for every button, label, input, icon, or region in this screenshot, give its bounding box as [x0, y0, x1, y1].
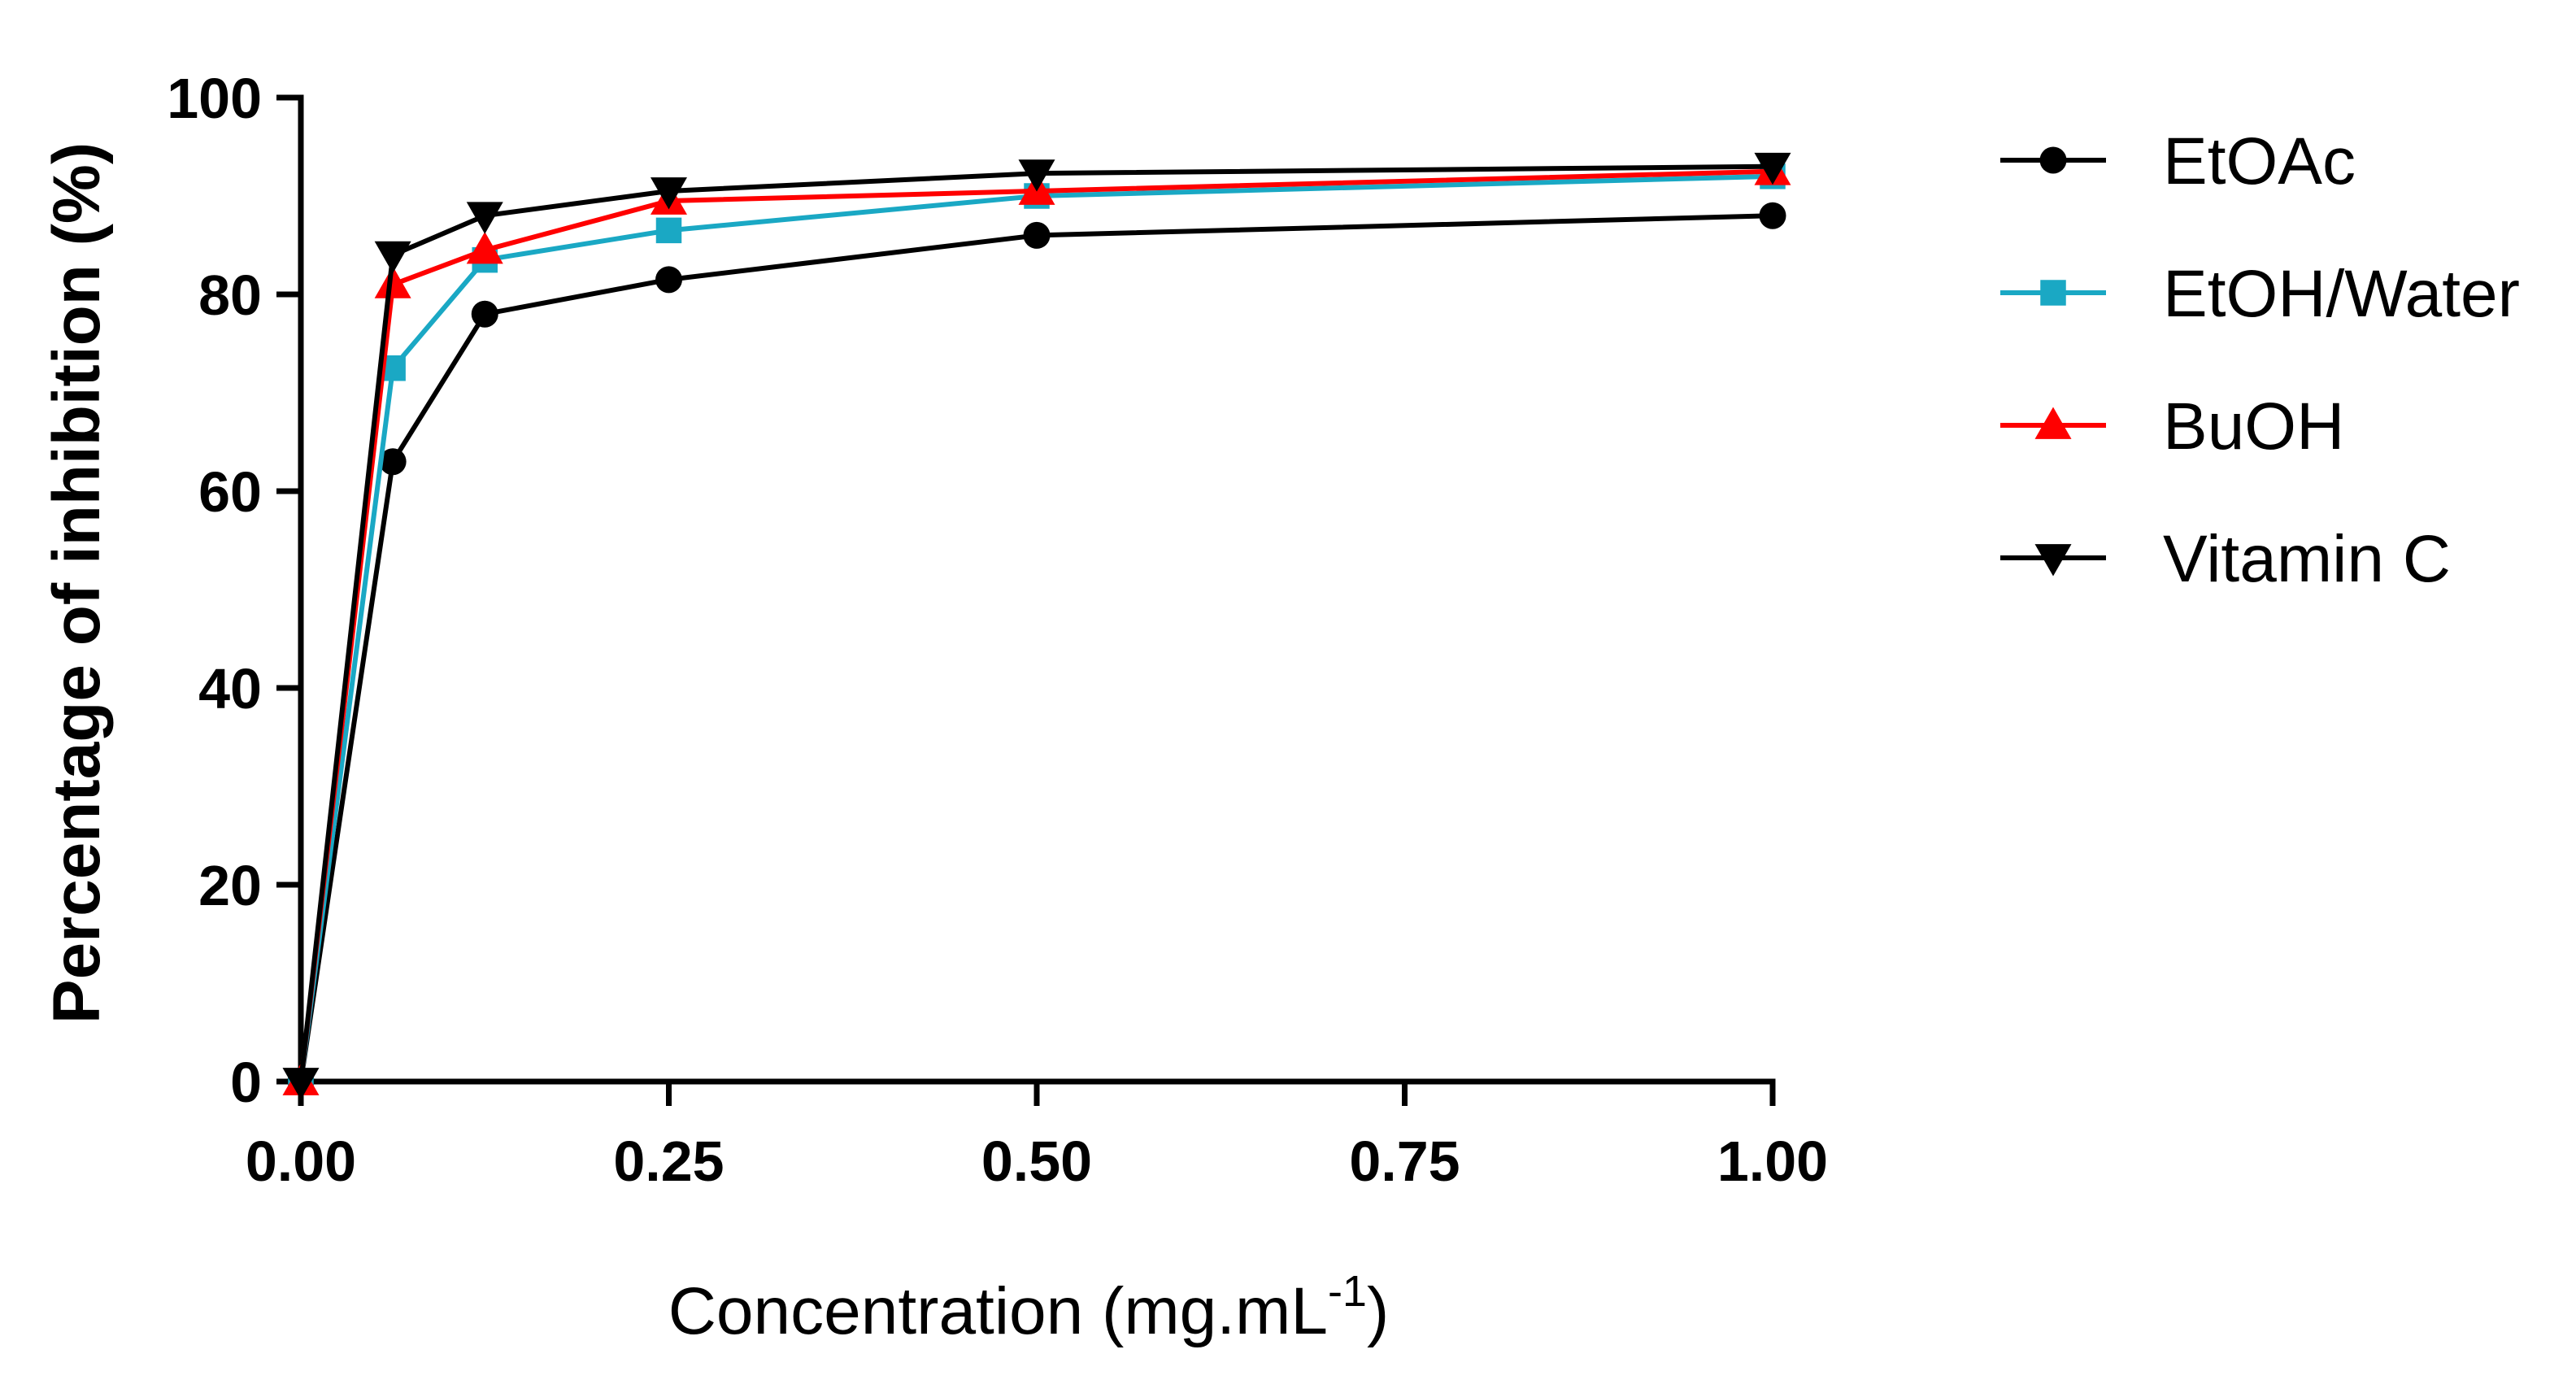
series-vitamin-c: [282, 152, 1791, 1100]
data-point: [374, 241, 411, 274]
data-point: [1023, 221, 1051, 249]
x-tick-label: 0.50: [981, 1130, 1092, 1193]
x-tick-label: 0.00: [246, 1130, 356, 1193]
series-line: [298, 213, 1773, 1082]
x-tick-label: 1.00: [1717, 1130, 1828, 1193]
legend-label: EtOAc: [2163, 124, 2356, 198]
legend-item: BuOH: [2000, 390, 2344, 464]
legend-marker: [2040, 280, 2066, 306]
legend: EtOAc EtOH/Water BuOH Vitamin C: [2000, 124, 2520, 596]
y-axis-title: Percentage of inhibition (%): [40, 142, 114, 1024]
series-layer: [282, 152, 1791, 1100]
data-point: [466, 232, 503, 264]
y-tick-label: 80: [198, 263, 262, 327]
series-line: [298, 163, 1773, 1082]
y-tick-label: 60: [198, 460, 262, 524]
y-tick-label: 40: [198, 657, 262, 720]
y-tick-label: 0: [230, 1051, 262, 1114]
data-point: [374, 266, 411, 298]
data-point: [282, 1068, 320, 1100]
series-line: [298, 173, 1773, 1082]
legend-label: BuOH: [2163, 390, 2344, 464]
series-line: [298, 168, 1773, 1082]
data-point: [1018, 159, 1055, 192]
data-point: [1754, 152, 1791, 185]
data-point: [379, 448, 407, 476]
legend-marker: [2039, 146, 2067, 174]
series-etoac: [287, 202, 1786, 1095]
data-point: [466, 202, 503, 234]
x-axis-title: Concentration (mg.mL-1): [668, 1267, 1390, 1348]
labels-layer: Concentration (mg.mL-1) Percentage of in…: [40, 142, 1389, 1348]
legend-marker: [2034, 407, 2072, 439]
data-point: [471, 300, 498, 328]
y-tick-label: 100: [167, 67, 262, 130]
legend-marker: [2034, 544, 2072, 577]
data-point: [655, 266, 682, 294]
legend-item: EtOH/Water: [2000, 257, 2520, 331]
legend-label: Vitamin C: [2163, 522, 2451, 596]
legend-label: EtOH/Water: [2163, 257, 2520, 331]
axes: 0.00 0.25 0.50 0.75 1.00 0 20 40 60 80 100: [167, 67, 1828, 1193]
series-buoh: [282, 153, 1791, 1095]
data-point: [651, 177, 687, 210]
x-tick-label: 0.75: [1349, 1130, 1460, 1193]
legend-item: Vitamin C: [2000, 522, 2451, 596]
series-etoh-water: [288, 163, 1786, 1095]
data-point: [1759, 202, 1786, 229]
data-point: [655, 217, 682, 244]
x-tick-label: 0.25: [613, 1130, 724, 1193]
y-tick-label: 20: [198, 854, 262, 917]
legend-item: EtOAc: [2000, 124, 2356, 198]
